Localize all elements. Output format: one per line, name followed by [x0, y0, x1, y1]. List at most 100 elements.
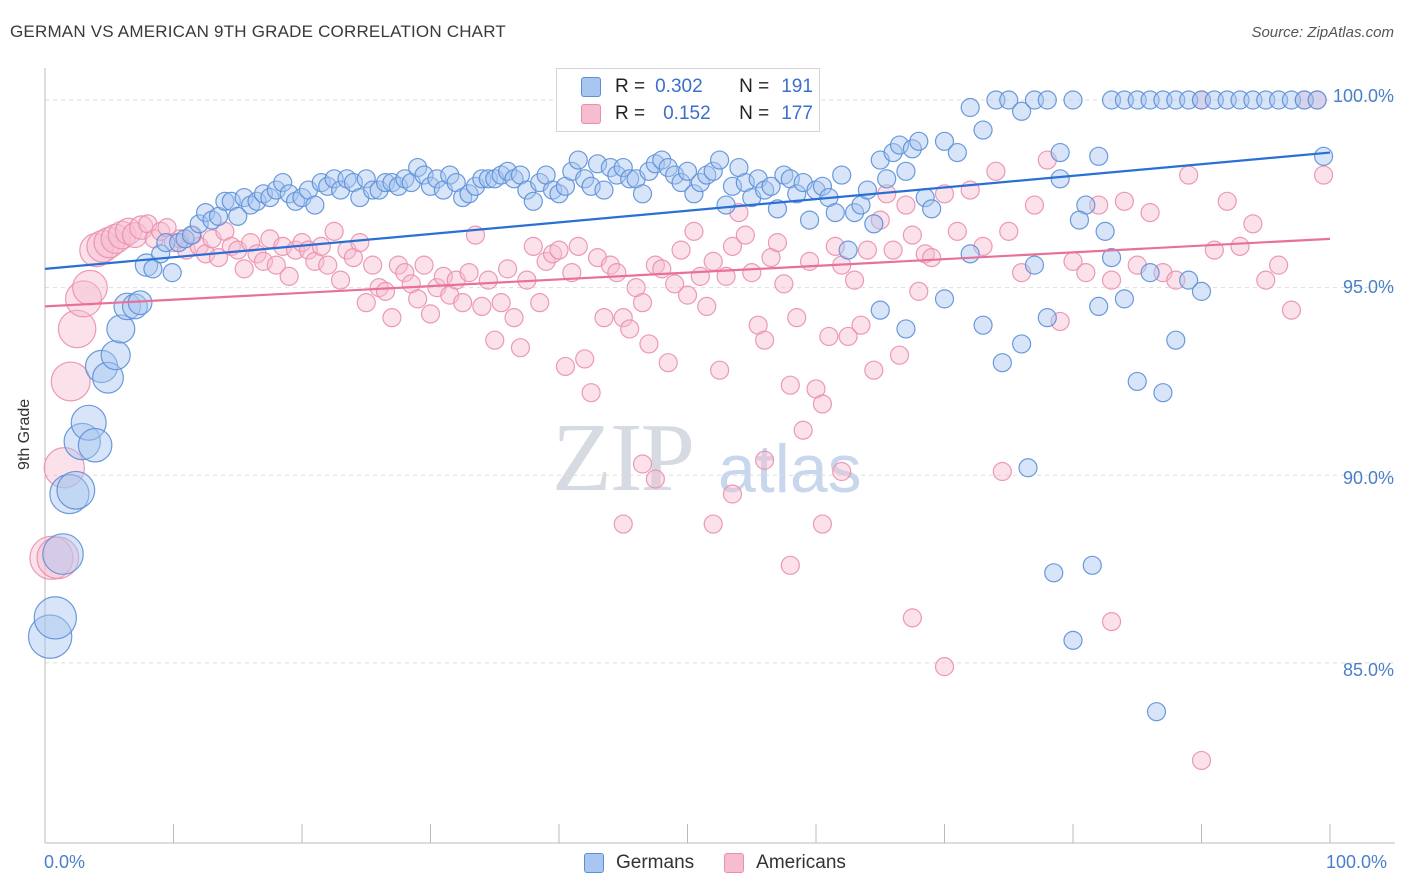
- german-point: [632, 184, 653, 204]
- german-point: [1089, 146, 1109, 166]
- x-tick-label-0: 0.0%: [44, 852, 86, 872]
- german-point: [33, 596, 77, 640]
- german-point: [1024, 255, 1045, 275]
- german-point: [27, 614, 73, 659]
- german-point: [420, 176, 441, 196]
- german-point: [266, 180, 286, 200]
- y-axis-label: 9th Grade: [16, 398, 33, 470]
- german-point: [414, 165, 434, 185]
- american-point: [1191, 750, 1212, 771]
- american-point: [812, 514, 833, 534]
- german-trend-line: [44, 151, 1331, 270]
- american-point: [1101, 270, 1122, 290]
- german-point: [568, 150, 588, 170]
- series-legend: Germans Americans: [584, 852, 876, 874]
- legend-item-germans[interactable]: Germans: [584, 852, 694, 874]
- german-point: [279, 184, 299, 204]
- german-point: [934, 131, 955, 151]
- american-point: [780, 555, 800, 575]
- american-point: [934, 184, 955, 204]
- american-point: [536, 251, 556, 271]
- american-point: [677, 285, 698, 305]
- german-point: [260, 187, 280, 208]
- american-point: [253, 251, 274, 271]
- american-point: [947, 221, 967, 241]
- american-point: [279, 266, 299, 286]
- german-point: [440, 165, 460, 185]
- american-point: [613, 514, 633, 534]
- american-point: [613, 308, 633, 328]
- american-point: [767, 233, 788, 253]
- american-point: [562, 263, 582, 283]
- american-point: [1024, 195, 1045, 215]
- american-point: [1114, 191, 1135, 211]
- german-point: [703, 161, 723, 181]
- american-point: [568, 236, 588, 256]
- american-point: [697, 296, 717, 317]
- german-point: [70, 404, 107, 441]
- r-label: R =: [615, 103, 646, 124]
- german-point: [722, 176, 743, 196]
- american-point: [851, 315, 871, 335]
- n-label: N =: [739, 76, 770, 97]
- german-point: [581, 176, 601, 196]
- legend-label-americans: Americans: [756, 852, 846, 873]
- american-point: [742, 263, 762, 283]
- american-point: [395, 263, 415, 283]
- german-point: [42, 533, 84, 575]
- german-point: [1114, 289, 1135, 309]
- american-point: [1140, 202, 1160, 223]
- german-point: [838, 240, 858, 260]
- american-point: [889, 345, 910, 365]
- american-point: [992, 461, 1012, 482]
- german-point: [812, 176, 833, 196]
- american-point: [639, 334, 659, 354]
- american-point: [491, 293, 511, 313]
- y-tick-label-90: 90.0%: [1342, 468, 1394, 488]
- german-point: [973, 120, 993, 140]
- y-tick-label-100: 100.0%: [1332, 86, 1394, 106]
- german-point: [665, 165, 685, 185]
- stats-row-germans: R = 0.302 N = 191: [581, 74, 813, 100]
- german-point: [947, 142, 967, 163]
- american-point: [665, 274, 685, 294]
- german-point: [215, 191, 235, 211]
- legend-item-americans[interactable]: Americans: [724, 852, 846, 874]
- german-point: [1307, 90, 1327, 110]
- german-point: [613, 157, 633, 178]
- american-point: [318, 255, 338, 275]
- german-point: [1063, 630, 1083, 650]
- axes: [44, 68, 1395, 844]
- german-point: [1191, 281, 1212, 301]
- american-point: [1076, 263, 1096, 283]
- german-point: [870, 300, 890, 320]
- german-point: [196, 202, 216, 223]
- american-point: [1313, 165, 1334, 185]
- american-point: [453, 293, 473, 313]
- german-point: [375, 172, 396, 193]
- american-point: [311, 236, 331, 256]
- american-point: [363, 255, 383, 275]
- american-point: [844, 270, 865, 290]
- american-point: [825, 236, 845, 256]
- american-trend-line: [44, 237, 1331, 308]
- german-point: [1089, 296, 1109, 317]
- germans-swatch: [584, 853, 604, 873]
- american-point: [1243, 214, 1263, 234]
- german-point: [1037, 308, 1057, 328]
- german-point: [356, 169, 376, 189]
- american-point: [722, 236, 743, 256]
- american-point: [986, 161, 1006, 181]
- american-point: [382, 308, 402, 328]
- german-point: [478, 169, 498, 189]
- german-point: [106, 314, 136, 344]
- american-point: [350, 233, 370, 253]
- german-point: [1101, 248, 1122, 268]
- source-label: Source: ZipAtlas.com: [1251, 24, 1394, 41]
- american-point: [594, 308, 614, 328]
- german-point: [189, 214, 209, 234]
- german-point: [832, 165, 852, 185]
- american-point: [864, 360, 884, 380]
- german-point: [498, 161, 518, 181]
